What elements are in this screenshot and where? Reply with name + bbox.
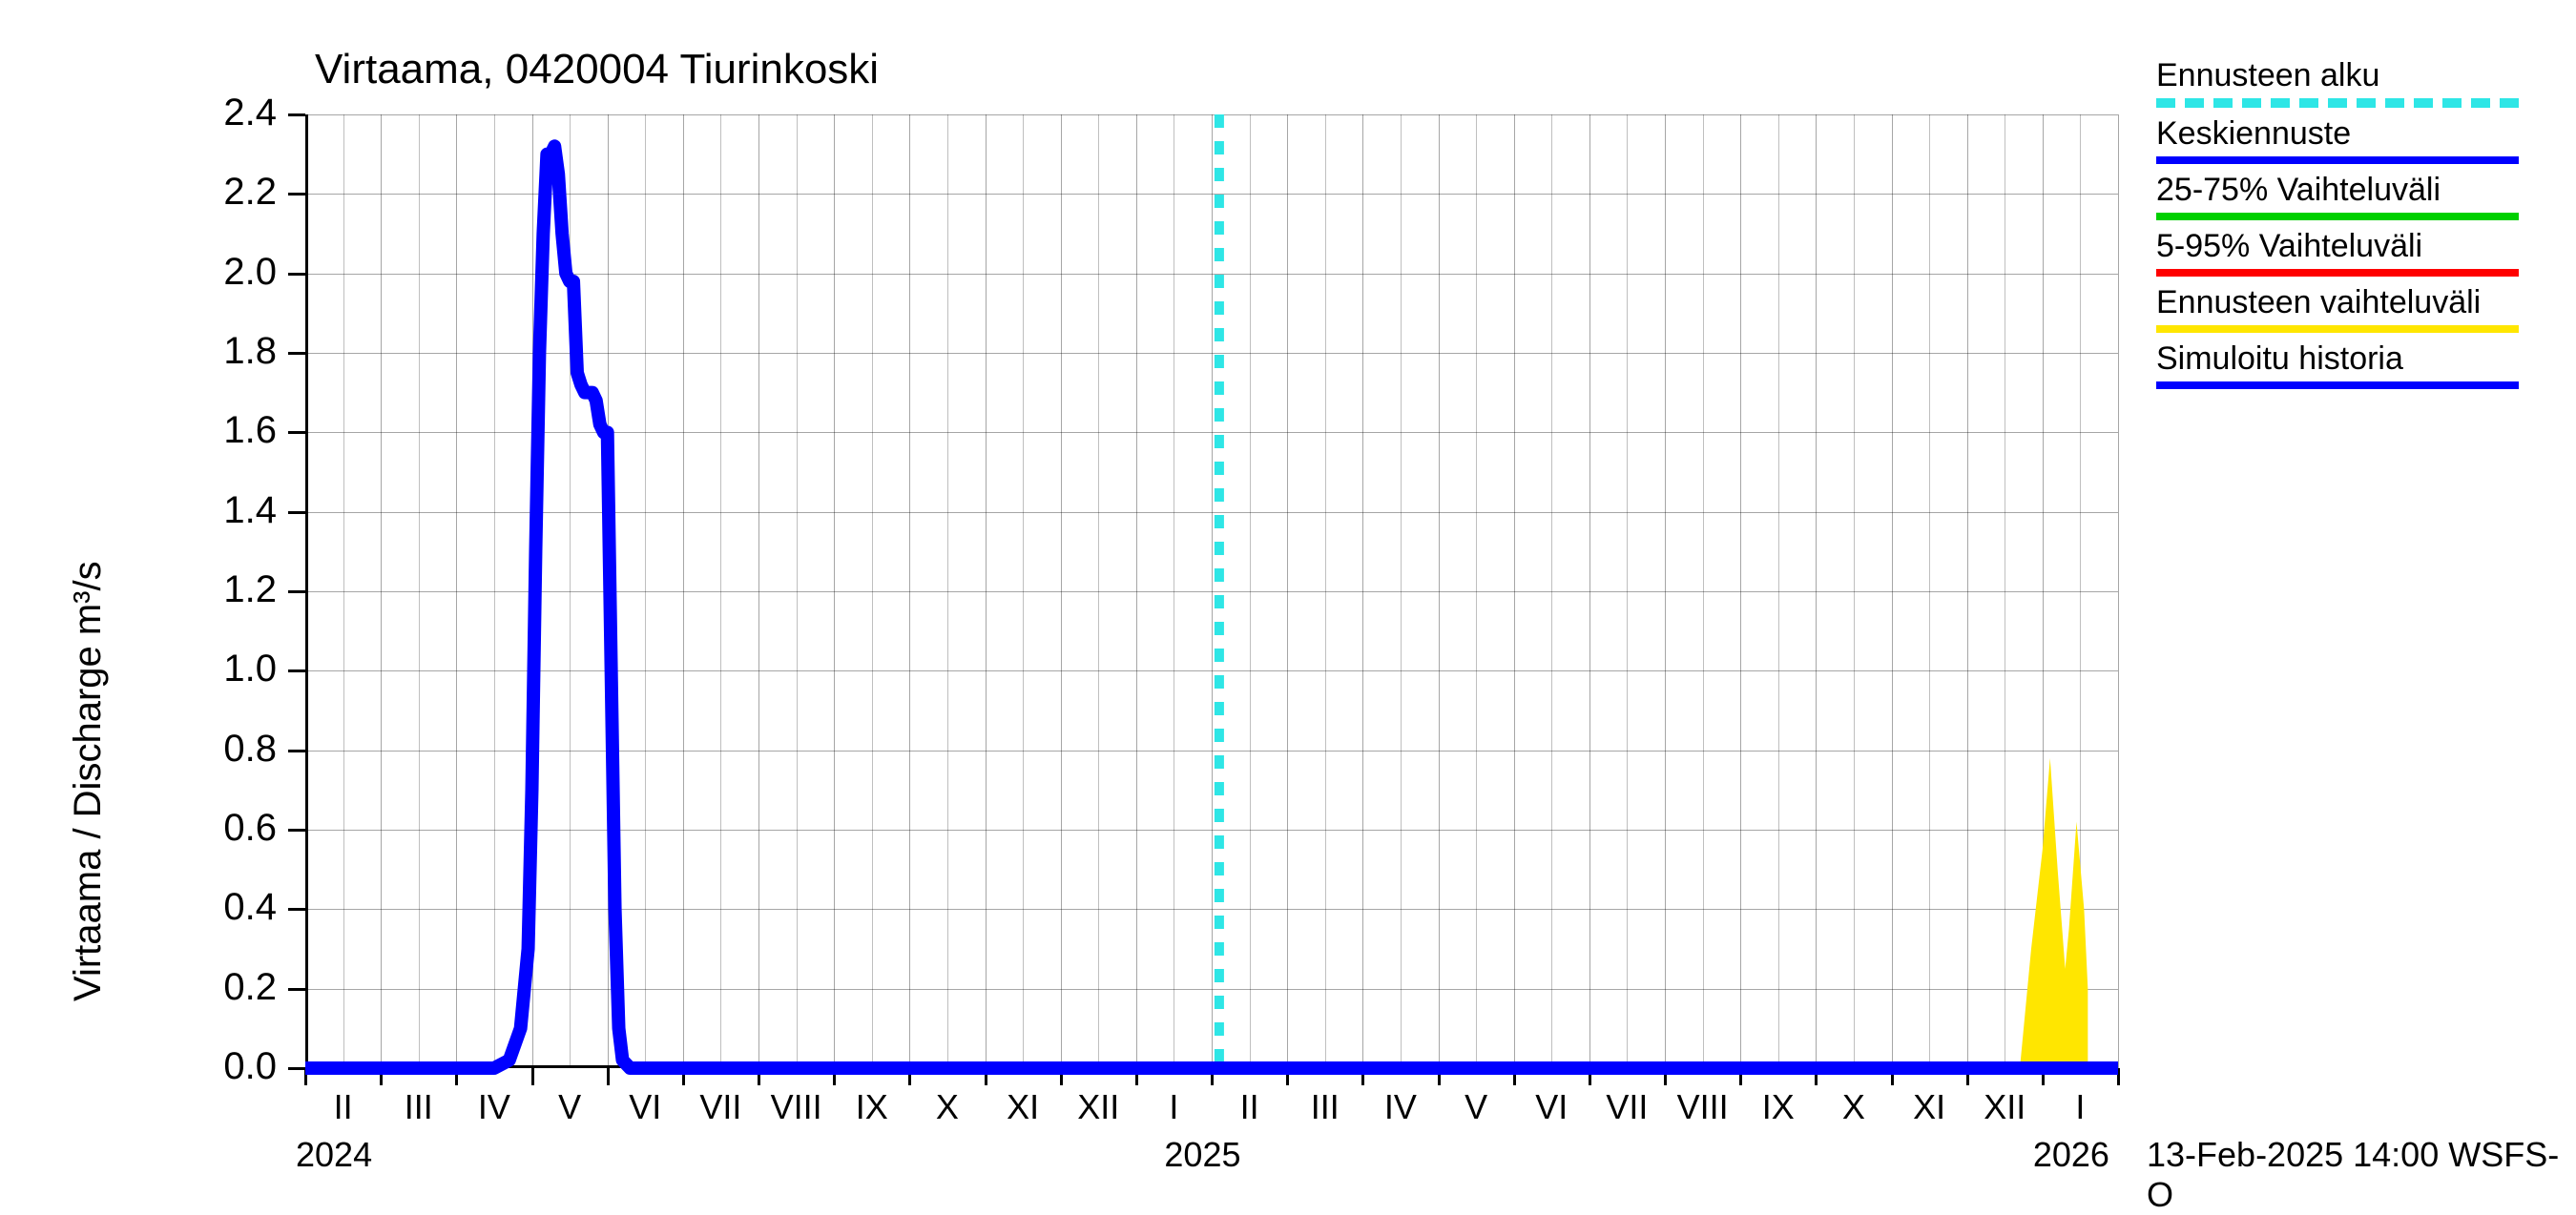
legend-label: Keskiennuste: [2156, 115, 2519, 153]
legend-label: Ennusteen alku: [2156, 57, 2519, 94]
legend-label: Simuloitu historia: [2156, 340, 2519, 378]
legend-swatch: [2156, 156, 2519, 164]
legend-item: Ennusteen vaihteluväli: [2156, 284, 2519, 333]
legend-item: Keskiennuste: [2156, 115, 2519, 164]
legend-swatch: [2156, 381, 2519, 389]
legend-item: 25-75% Vaihteluväli: [2156, 172, 2519, 220]
legend-item: Simuloitu historia: [2156, 340, 2519, 389]
legend: Ennusteen alku Keskiennuste 25-75% Vaihtel…: [2156, 57, 2519, 397]
legend-swatch: [2156, 269, 2519, 277]
legend-item: 5-95% Vaihteluväli: [2156, 228, 2519, 277]
legend-swatch: [2156, 325, 2519, 333]
legend-item: Ennusteen alku: [2156, 57, 2519, 108]
legend-swatch: [2156, 213, 2519, 220]
discharge-line: [305, 146, 2118, 1068]
legend-label: 25-75% Vaihteluväli: [2156, 172, 2519, 209]
legend-label: 5-95% Vaihteluväli: [2156, 228, 2519, 265]
legend-label: Ennusteen vaihteluväli: [2156, 284, 2519, 321]
timestamp-label: 13-Feb-2025 14:00 WSFS-O: [2147, 1135, 2576, 1215]
legend-swatch: [2156, 98, 2519, 108]
forecast-range-area: [2020, 758, 2088, 1068]
